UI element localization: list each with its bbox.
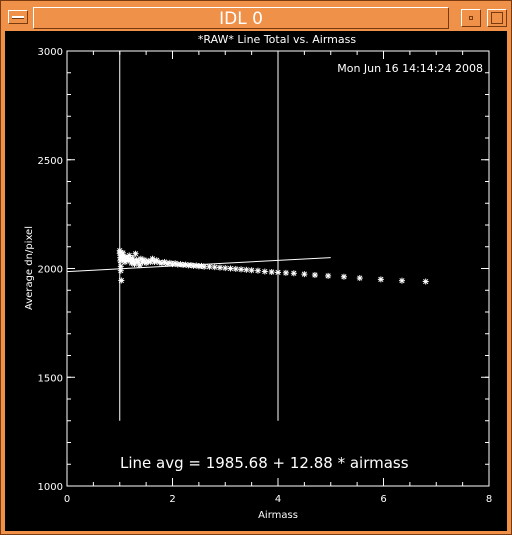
data-point xyxy=(290,270,297,277)
data-point xyxy=(422,278,429,285)
data-point xyxy=(356,275,363,282)
chart-title: *RAW* Line Total vs. Airmass xyxy=(198,33,356,46)
data-point xyxy=(132,250,139,257)
y-axis-label: Average dn/pixel xyxy=(24,226,35,310)
x-tick-label: 4 xyxy=(275,494,281,505)
y-tick-label: 2500 xyxy=(38,156,63,167)
fit-annotation: Line avg = 1985.68 + 12.88 * airmass xyxy=(120,454,409,472)
data-point xyxy=(282,269,289,276)
data-point xyxy=(118,277,125,284)
data-point xyxy=(243,266,250,273)
data-point xyxy=(254,267,261,274)
data-point xyxy=(136,262,143,269)
data-point xyxy=(248,267,255,274)
x-tick-label: 6 xyxy=(380,494,386,505)
data-points xyxy=(116,247,429,285)
data-point xyxy=(275,269,281,276)
y-tick-label: 2000 xyxy=(38,265,63,276)
y-tick-label: 3000 xyxy=(38,47,63,58)
data-point xyxy=(117,263,124,270)
data-point xyxy=(117,267,124,274)
minimize-icon[interactable] xyxy=(461,9,481,27)
maximize-icon[interactable] xyxy=(487,9,507,27)
timestamp: Mon Jun 16 14:14:24 2008 xyxy=(337,62,483,75)
data-point xyxy=(206,263,213,270)
axis-ticks: 0 2 4 6 8 1000 1500 2000 2500 3000 xyxy=(38,47,493,505)
y-tick-label: 1000 xyxy=(38,482,63,493)
data-point xyxy=(398,277,405,284)
data-point xyxy=(301,271,308,278)
data-point xyxy=(238,266,245,273)
data-point xyxy=(211,264,218,271)
data-point xyxy=(377,276,384,283)
data-point xyxy=(268,268,275,275)
data-point xyxy=(340,273,347,280)
data-point xyxy=(222,265,229,272)
data-point xyxy=(325,272,332,279)
window-menu-icon[interactable] xyxy=(8,10,28,24)
x-tick-label: 0 xyxy=(64,494,70,505)
x-tick-label: 8 xyxy=(486,494,492,505)
data-point xyxy=(232,265,239,272)
window-title: IDL 0 xyxy=(33,7,449,29)
vertical-markers xyxy=(119,51,279,421)
data-point xyxy=(201,263,208,270)
plot-canvas: *RAW* Line Total vs. Airmass Mon Jun 16 … xyxy=(5,31,507,531)
y-tick-label: 1500 xyxy=(38,373,63,384)
x-axis-label: Airmass xyxy=(258,510,298,521)
data-point xyxy=(311,272,318,279)
data-point xyxy=(216,264,223,271)
data-point xyxy=(261,268,268,275)
data-point xyxy=(227,265,234,272)
title-bar[interactable]: IDL 0 xyxy=(3,3,509,30)
scatter-chart: *RAW* Line Total vs. Airmass Mon Jun 16 … xyxy=(5,31,507,531)
x-tick-label: 2 xyxy=(169,494,175,505)
